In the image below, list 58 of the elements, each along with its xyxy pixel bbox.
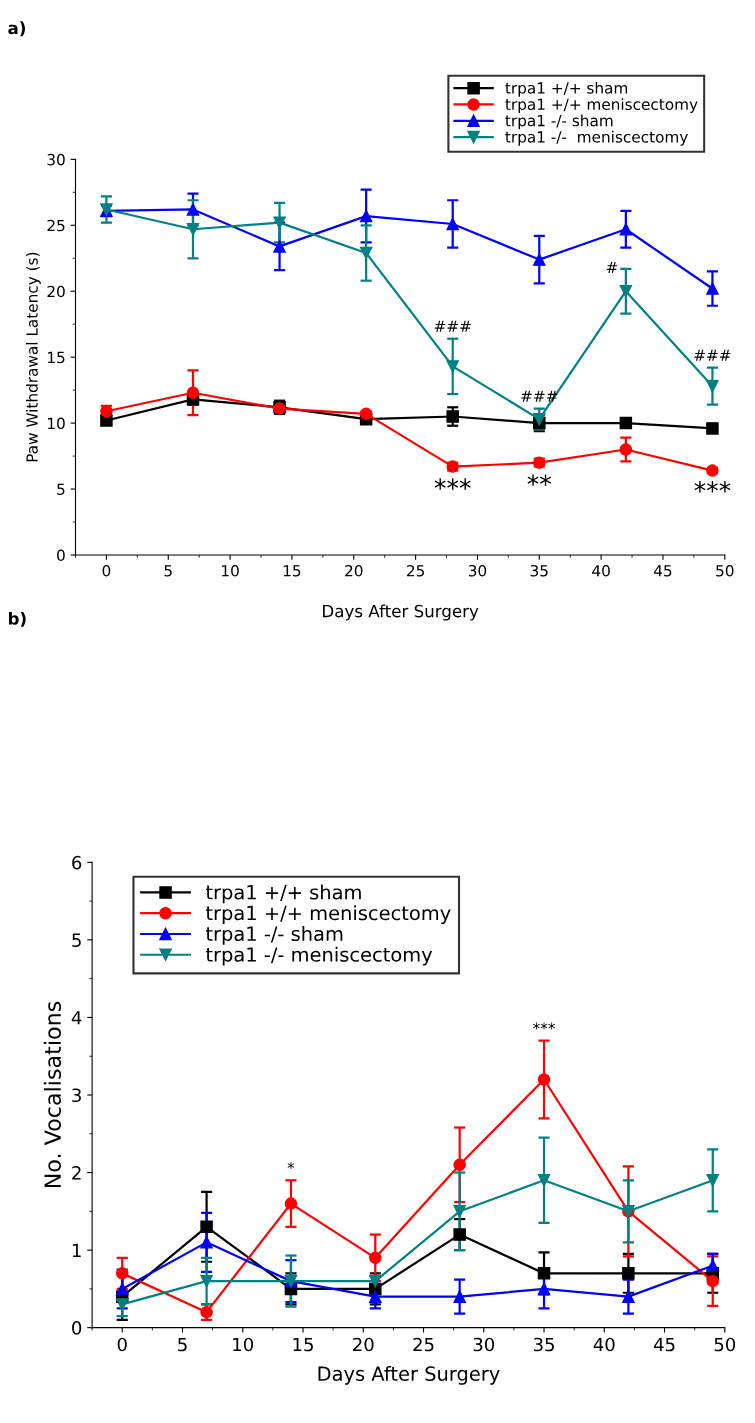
x-tick-label: 40 (593, 1337, 615, 1352)
y-tick-label: 30 (47, 153, 65, 166)
x-axis-title: Days After Surgery (323, 604, 479, 621)
annotation: *** (533, 1022, 556, 1030)
y-tick-label: 2 (72, 1166, 81, 1180)
x-tick-label: 35 (530, 564, 548, 577)
x-tick-label: 20 (345, 564, 363, 577)
y-tick-label: 10 (48, 417, 65, 430)
x-tick-label: 40 (592, 564, 610, 577)
y-tick-label: 3 (72, 1088, 81, 1103)
annotation: ### (694, 349, 731, 361)
y-axis-title: No. Vocalisations (43, 1001, 62, 1188)
legend-label: trpa1 +/+ meniscectomy (505, 98, 698, 113)
legend-label: trpa1 -/- meniscectomy (205, 946, 433, 966)
y-tick-label: 25 (47, 219, 65, 232)
legend-label: trpa1 +/+ sham (505, 81, 628, 97)
x-axis-title: Days After Surgery (318, 1365, 500, 1385)
y-tick-label: 6 (72, 855, 82, 870)
legend-label: trpa1 -/- sham (505, 114, 613, 130)
x-tick-label: 10 (233, 1337, 254, 1352)
x-tick-label: 45 (653, 565, 672, 577)
x-tick-label: 25 (413, 1337, 434, 1352)
annotation: *** (694, 481, 731, 493)
y-tick-label: 5 (57, 483, 65, 496)
x-tick-label: 50 (714, 1337, 736, 1352)
x-tick-label: 0 (102, 564, 111, 577)
y-tick-label: 15 (48, 351, 65, 364)
annotation: * (287, 1162, 295, 1170)
legend-label: trpa1 +/+ meniscectomy (205, 905, 451, 925)
y-tick-label: 20 (47, 285, 65, 298)
y-tick-label: 0 (72, 1321, 82, 1335)
x-tick-label: 30 (468, 564, 487, 577)
text: b) (8, 611, 26, 627)
x-tick-label: 50 (716, 564, 734, 577)
y-axis-title: Paw Withdrawal Latency (s) (26, 252, 41, 462)
x-tick-label: 35 (533, 1337, 554, 1352)
annotation: ### (434, 320, 471, 332)
x-tick-label: 25 (407, 564, 424, 577)
x-tick-label: 15 (283, 565, 301, 577)
annotation: *** (434, 478, 471, 490)
legend-label: trpa1 -/- sham (205, 926, 343, 945)
text: a) (8, 21, 25, 37)
x-tick-label: 10 (222, 564, 239, 577)
y-tick-label: 5 (72, 933, 81, 948)
x-tick-label: 20 (353, 1337, 374, 1352)
x-tick-label: 5 (164, 565, 172, 577)
x-tick-label: 30 (473, 1337, 495, 1352)
x-tick-label: 15 (293, 1337, 313, 1352)
legend-label: trpa1 +/+ sham (205, 884, 361, 904)
legend-label: trpa1 -/- meniscectomy (505, 130, 688, 146)
annotation: ** (527, 474, 552, 486)
y-tick-label: 1 (72, 1243, 81, 1257)
annotation: # (606, 262, 618, 274)
y-tick-label: 4 (71, 1011, 82, 1025)
y-tick-label: 0 (57, 549, 65, 561)
x-tick-label: 5 (178, 1337, 187, 1352)
x-tick-label: 0 (117, 1337, 127, 1352)
x-tick-label: 45 (653, 1337, 675, 1352)
